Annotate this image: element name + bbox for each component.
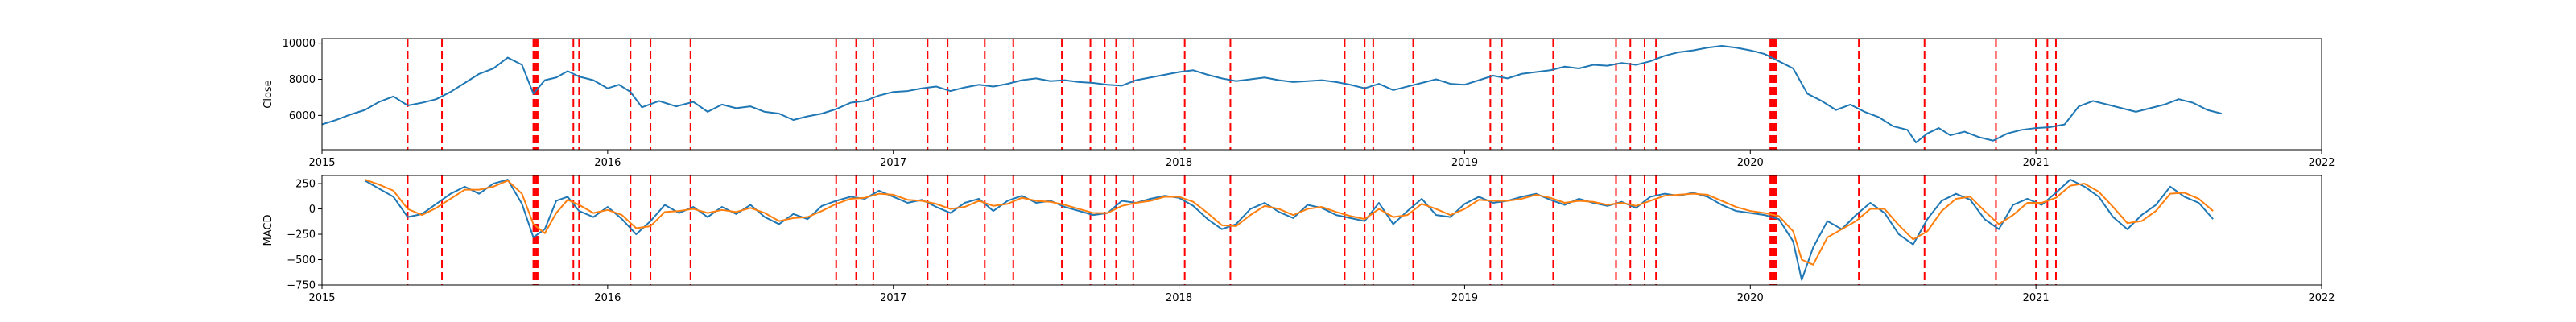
- close-x-tick-label-1: 2016: [594, 157, 621, 169]
- close-x-tick-label-6: 2021: [2023, 157, 2050, 169]
- close-x-tick-label-7: 2022: [2308, 157, 2334, 169]
- macd-x-tick-label-3: 2018: [1166, 292, 1192, 304]
- macd-x-tick-label-0: 2015: [308, 292, 335, 304]
- close-x-tick-label-5: 2020: [1737, 157, 1764, 169]
- macd-x-tick-label-2: 2017: [880, 292, 906, 304]
- close-x-tick-label-2: 2017: [880, 157, 906, 169]
- macd-y-tick-label-2: −250: [287, 229, 316, 242]
- macd-y-axis-label: MACD: [262, 215, 275, 246]
- macd-x-tick-label-7: 2022: [2308, 292, 2334, 304]
- close-y-axis-label: Close: [262, 80, 275, 108]
- close-x-tick-label-3: 2018: [1166, 157, 1192, 169]
- macd-x-tick-label-6: 2021: [2023, 292, 2050, 304]
- macd-plot-area: [364, 175, 2214, 285]
- macd-series-line-0: [364, 179, 2214, 281]
- macd-panel: 2015 2016 2017 2018 2019 2020 2021 2022 250 0 −250…: [262, 175, 2335, 304]
- close-y-tick-label-1: 8000: [289, 74, 316, 86]
- close-price-panel: 2015 2016 2017 2018 2019 2020 2021 2022 6000 8000…: [262, 38, 2335, 169]
- macd-x-tick-label-4: 2019: [1451, 292, 1478, 304]
- macd-y-tick-label-1: 0: [309, 204, 316, 216]
- macd-y-tick-label-3: −500: [287, 254, 316, 266]
- close-plot-area: [322, 39, 2223, 150]
- macd-x-tick-label-1: 2016: [594, 292, 621, 304]
- close-y-tick-label-0: 6000: [289, 110, 316, 122]
- macd-y-tick-label-0: 250: [295, 179, 316, 191]
- close-x-tick-label-4: 2019: [1451, 157, 1478, 169]
- close-x-tick-label-0: 2015: [308, 157, 335, 169]
- macd-series-line-1: [364, 179, 2214, 266]
- macd-x-tick-label-5: 2020: [1737, 292, 1764, 304]
- macd-y-tick-label-4: −750: [287, 280, 316, 292]
- close-y-tick-label-2: 10000: [283, 38, 316, 50]
- close-axes-frame: [321, 38, 2322, 151]
- macd-axes-frame: [321, 175, 2322, 286]
- close-series-line-0: [322, 44, 2223, 144]
